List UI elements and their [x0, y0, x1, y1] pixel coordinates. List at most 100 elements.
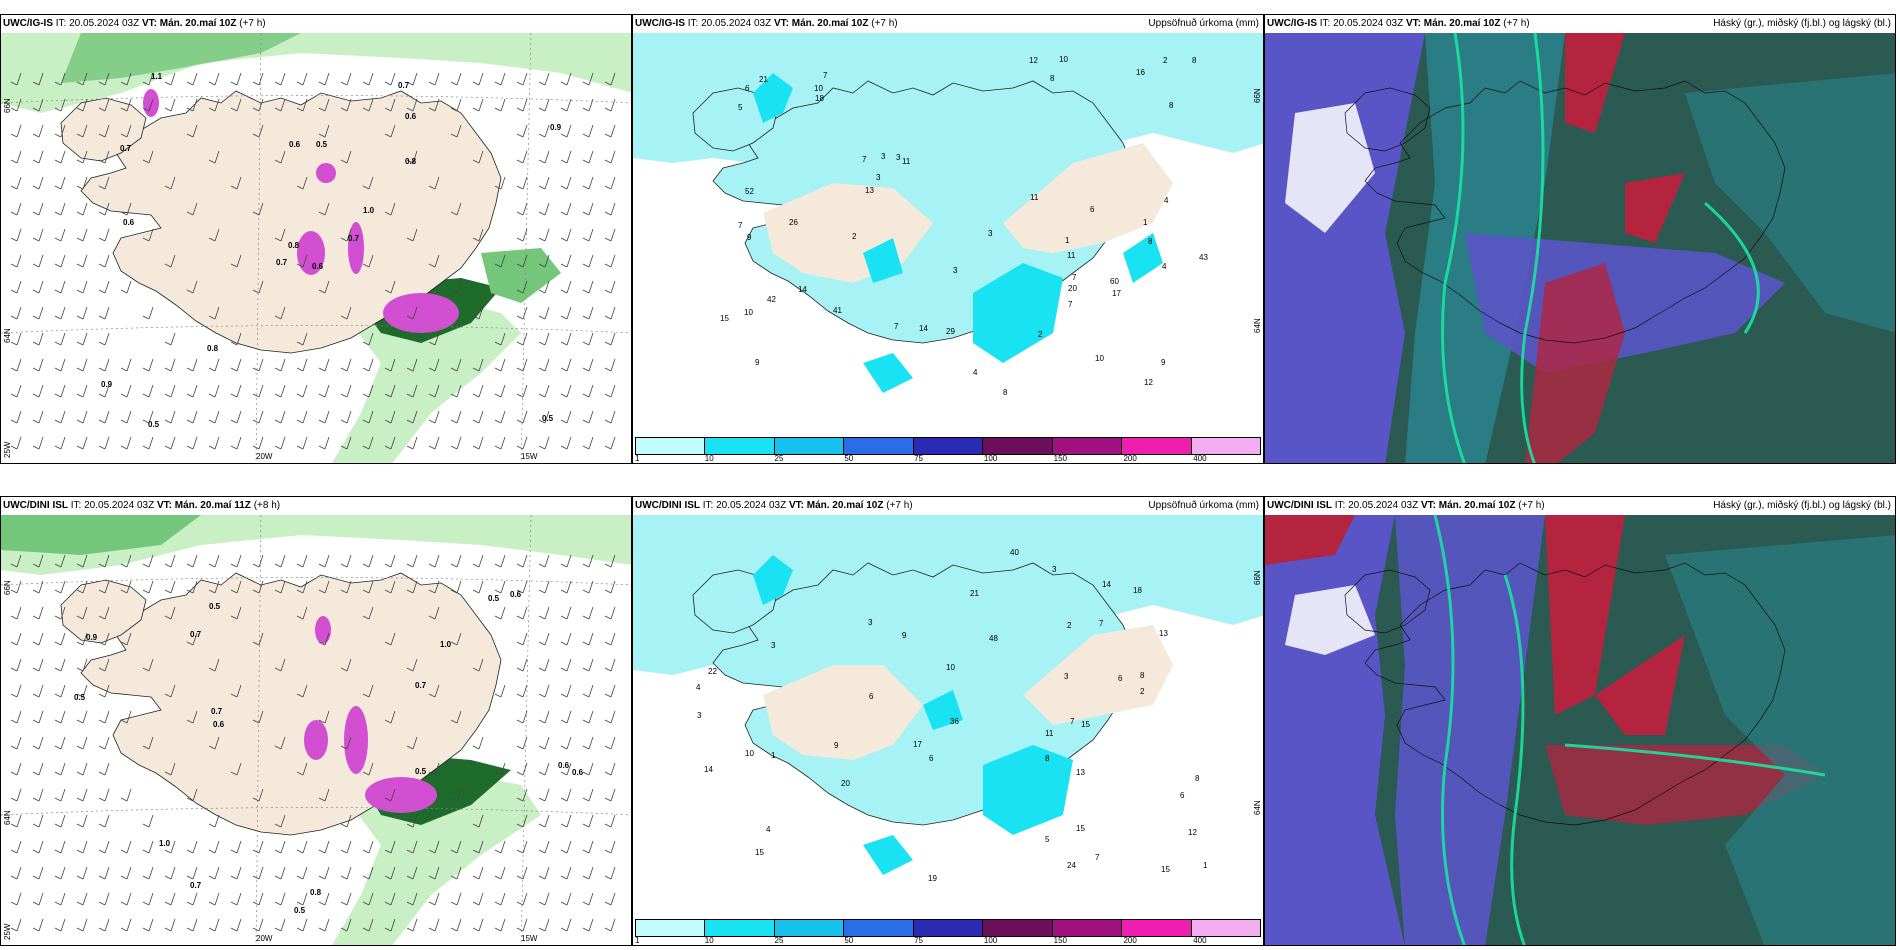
lat-label: 64N [1253, 800, 1262, 815]
wind-barb [500, 98, 506, 112]
wind-barb [346, 72, 352, 86]
wind-barb-flag [54, 367, 62, 372]
wind-barb [60, 150, 66, 164]
wind-barb-flag [384, 563, 392, 568]
wind-barb-flag [604, 797, 612, 802]
wind-barb [60, 358, 66, 372]
value-label: 7 [1095, 853, 1100, 862]
value-label: 14 [798, 285, 807, 294]
wind-barb [192, 580, 198, 594]
wind-barb-flag [142, 927, 150, 932]
wind-barb-flag [538, 615, 546, 620]
wind-barb [82, 332, 88, 346]
wind-barb [236, 72, 242, 86]
wind-barb-flag [340, 393, 348, 398]
wind-barb [434, 384, 440, 398]
wind-barb [324, 554, 330, 568]
wind-barb-flag [472, 849, 480, 854]
wind-barb [588, 892, 594, 906]
wind-barb-flag [362, 419, 370, 424]
wind-barb-flag [10, 901, 18, 906]
wind-barb [500, 384, 506, 398]
wind-barb [104, 892, 110, 906]
wind-barb-flag [98, 159, 106, 164]
wind-barb [148, 410, 154, 424]
wind-barb [236, 98, 242, 112]
wind-barb [16, 918, 22, 932]
wind-barb [258, 554, 264, 568]
wind-barb-flag [494, 341, 502, 346]
wind-barb-flag [76, 289, 84, 294]
wind-barb [16, 762, 22, 776]
wind-barb-flag [274, 901, 282, 906]
wind-barb-flag [582, 693, 590, 698]
wind-barb-flag [560, 263, 568, 268]
wind-barb-flag [32, 237, 40, 242]
wind-barb [214, 98, 220, 112]
wind-barb-flag [274, 315, 282, 320]
wind-barb-flag [54, 875, 62, 880]
value-label: 1.0 [363, 206, 375, 215]
wind-barb [148, 98, 154, 112]
wind-barb [192, 710, 198, 724]
value-label: 0.6 [289, 140, 301, 149]
wind-barb-flag [582, 667, 590, 672]
value-label: 0.5 [74, 693, 86, 702]
wind-barb-flag [98, 133, 106, 138]
wind-barb [588, 124, 594, 138]
wind-barb [368, 410, 374, 424]
wind-barb-flag [98, 875, 106, 880]
wind-barb [148, 150, 154, 164]
wind-barb [544, 814, 550, 828]
value-label: 6 [929, 754, 934, 763]
wind-barb [104, 176, 110, 190]
wind-barb-flag [76, 445, 84, 450]
wind-barb [324, 124, 330, 138]
wind-barb [456, 892, 462, 906]
wind-barb [104, 72, 110, 86]
wind-barb-flag [54, 615, 62, 620]
wind-barb [192, 788, 198, 802]
wind-barb-flag [32, 667, 40, 672]
wind-barb [566, 98, 572, 112]
lon-label: 15W [521, 452, 538, 461]
wind-barb [280, 918, 286, 932]
wind-barb-flag [406, 667, 414, 672]
wind-barb-flag [560, 419, 568, 424]
wind-barb [236, 384, 242, 398]
wind-barb [324, 632, 330, 646]
wind-barb-flag [32, 289, 40, 294]
wind-barb-flag [384, 133, 392, 138]
wind-barb-flag [274, 563, 282, 568]
wind-barb-flag [230, 927, 238, 932]
cloud-map [1265, 33, 1895, 463]
wind-barb-flag [98, 927, 106, 932]
wind-barb [148, 554, 154, 568]
wind-barb [522, 410, 528, 424]
wind-barb-flag [472, 81, 480, 86]
wind-barb-flag [186, 367, 194, 372]
value-label: 10 [1059, 55, 1068, 64]
wind-barb [324, 918, 330, 932]
wind-barb [258, 436, 264, 450]
wind-barb [478, 306, 484, 320]
wind-barb-flag [604, 563, 612, 568]
value-label: 52 [745, 187, 754, 196]
wind-barb [522, 710, 528, 724]
wind-barb [610, 98, 616, 112]
wind-barb [566, 410, 572, 424]
wind-barb [82, 384, 88, 398]
wind-barb [588, 632, 594, 646]
wind-barb-flag [428, 589, 436, 594]
wind-barb-flag [428, 693, 436, 698]
wind-barb [522, 72, 528, 86]
wind-barb [236, 410, 242, 424]
wind-barb [148, 436, 154, 450]
wind-barb [60, 710, 66, 724]
wind-barb-flag [406, 849, 414, 854]
wind-barb-flag [472, 419, 480, 424]
wind-barb-flag [582, 315, 590, 320]
wind-barb [214, 866, 220, 880]
value-label: 0.9 [550, 123, 562, 132]
wind-barb-flag [98, 797, 106, 802]
